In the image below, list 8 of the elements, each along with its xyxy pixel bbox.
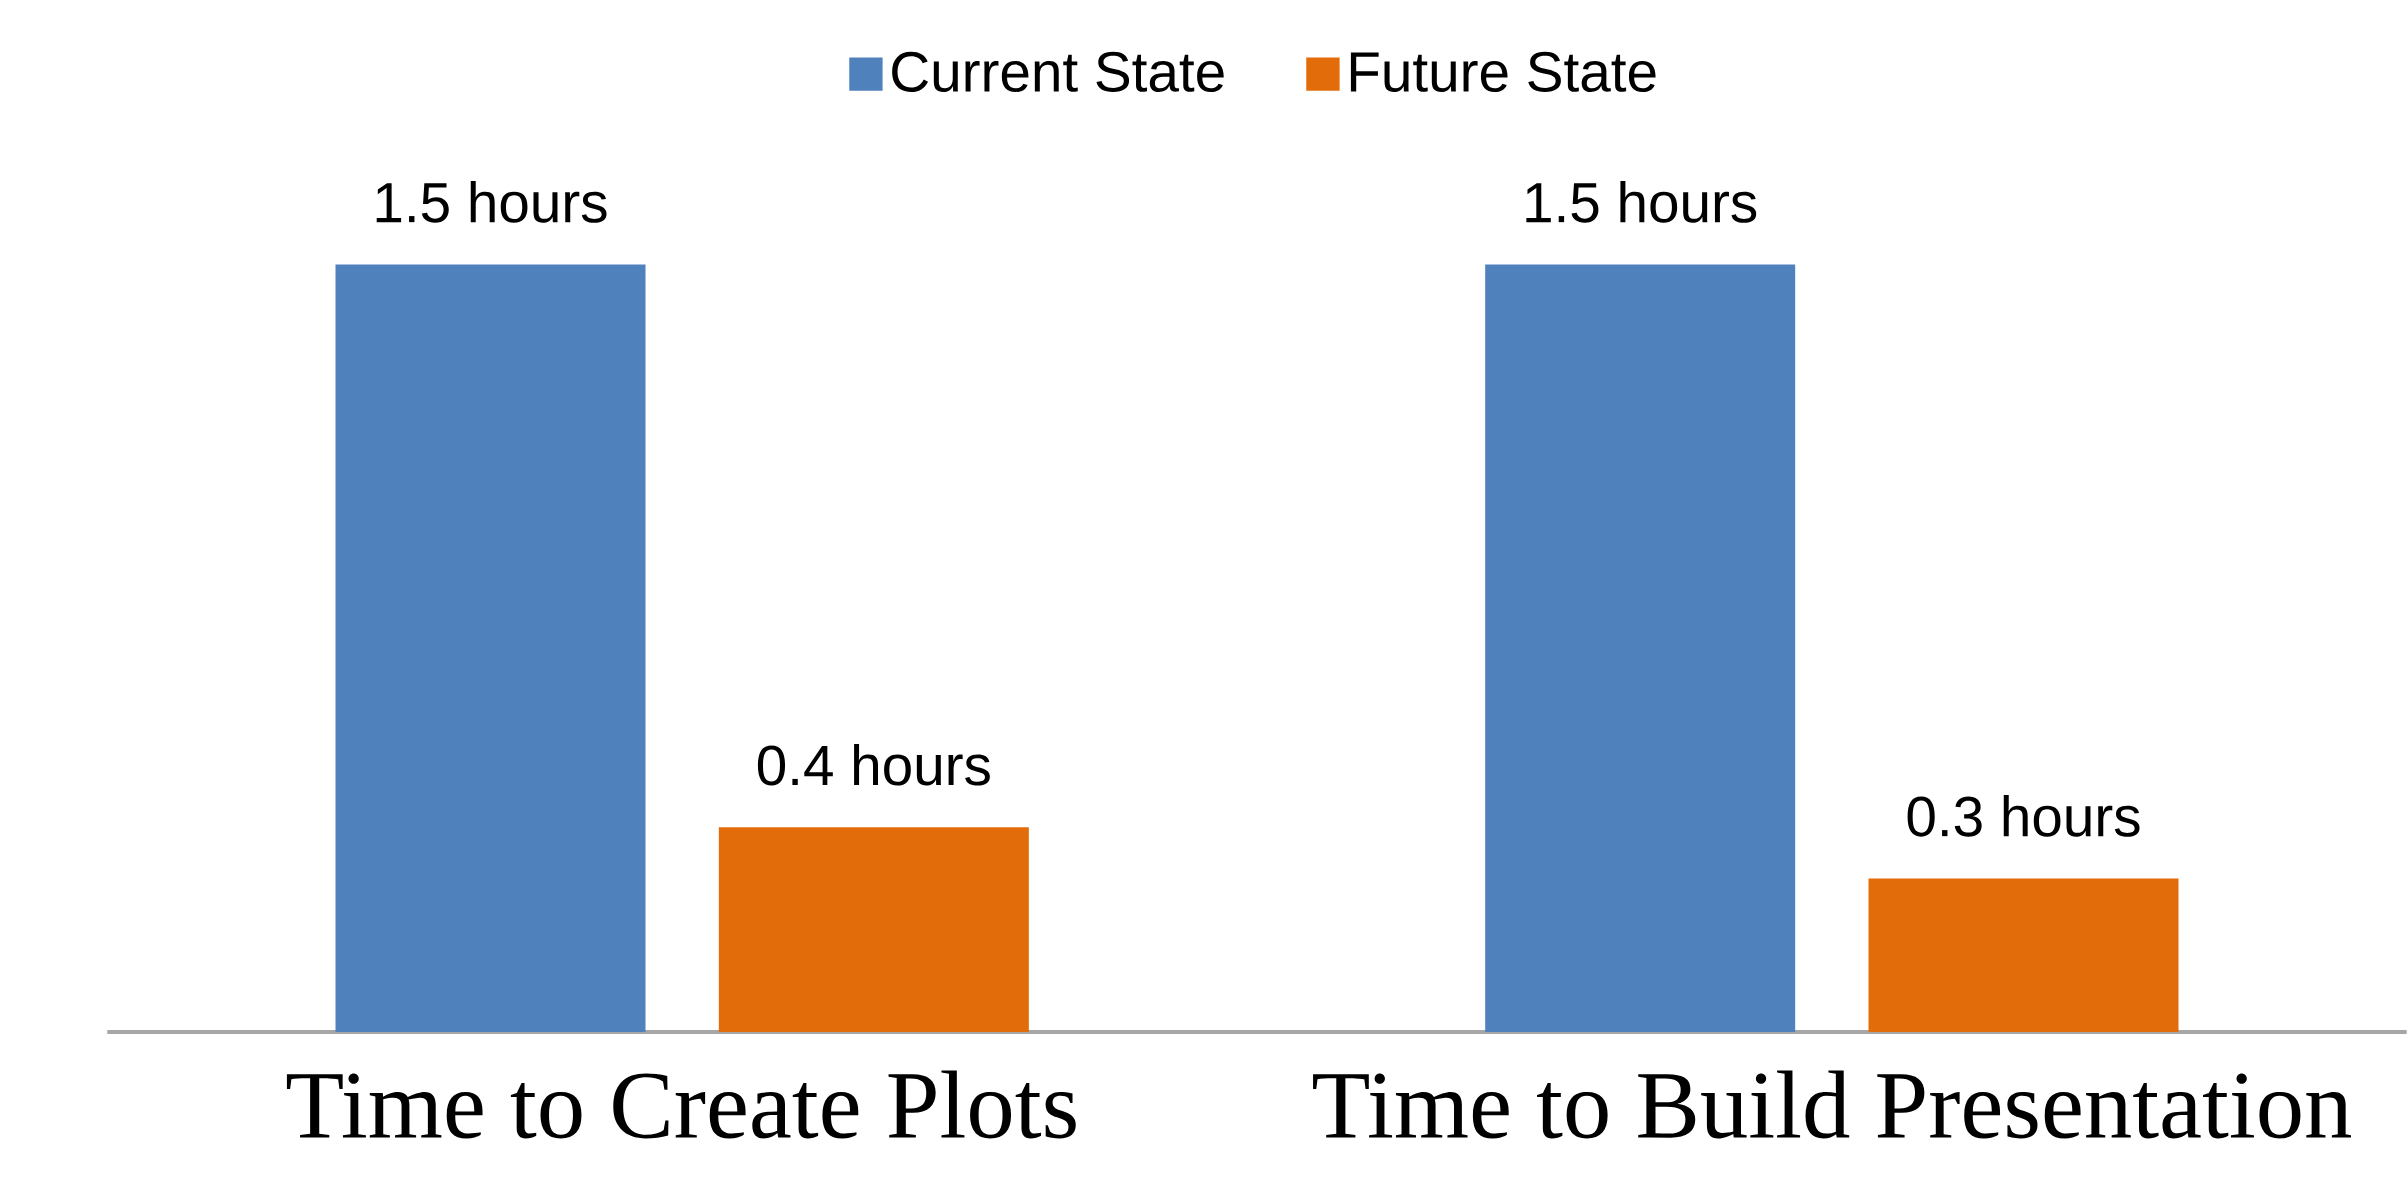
data-label: 0.4 hours	[757, 743, 990, 786]
x-tick-label: Time to Create Plots	[286, 1070, 1076, 1139]
data-label: 0.3 hours	[1907, 795, 2140, 837]
x-tick-label: Time to Build Presentation	[1313, 1070, 2351, 1139]
data-label: 1.5 hours	[376, 181, 607, 223]
legend-label: Current State	[892, 51, 1224, 93]
data-label: 1.5 hours	[1526, 181, 1757, 223]
legend-label: Future State	[1350, 51, 1656, 93]
